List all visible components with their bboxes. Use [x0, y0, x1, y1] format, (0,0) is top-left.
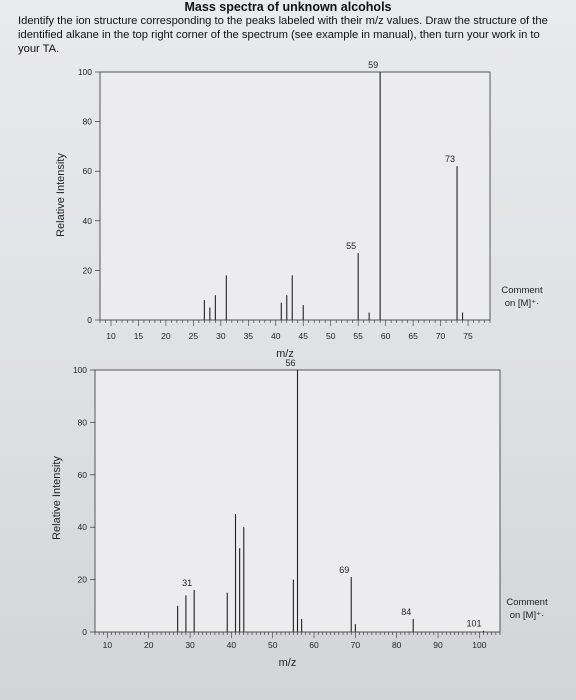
- x-axis-label: m/z: [279, 657, 297, 669]
- peak-label: 31: [182, 578, 192, 588]
- y-tick-label: 20: [78, 575, 88, 585]
- peak-label: 73: [445, 154, 455, 164]
- x-tick-label: 70: [351, 640, 361, 650]
- x-tick-label: 75: [463, 331, 473, 341]
- y-tick-label: 100: [78, 67, 92, 77]
- x-tick-label: 10: [106, 331, 116, 341]
- x-tick-label: 60: [381, 331, 391, 341]
- x-tick-label: 60: [309, 640, 319, 650]
- peak-label: 55: [346, 241, 356, 251]
- plot-frame: [94, 369, 501, 633]
- peak-label: 59: [368, 60, 378, 70]
- x-tick-label: 90: [433, 640, 443, 650]
- x-tick-label: 25: [189, 331, 199, 341]
- x-tick-label: 10: [103, 640, 113, 650]
- x-tick-label: 40: [271, 331, 281, 341]
- y-tick-label: 0: [82, 627, 87, 637]
- comment-label: on [M]⁺·: [505, 298, 540, 309]
- peak-label: 56: [285, 358, 295, 368]
- x-tick-label: 100: [472, 640, 486, 650]
- y-tick-label: 60: [83, 166, 93, 176]
- x-tick-label: 30: [216, 331, 226, 341]
- y-axis-label: Relative Intensity: [55, 153, 67, 237]
- x-tick-label: 35: [244, 331, 254, 341]
- x-tick-label: 40: [227, 640, 237, 650]
- y-tick-label: 40: [83, 216, 93, 226]
- y-tick-label: 80: [83, 117, 93, 127]
- x-tick-label: 15: [134, 331, 144, 341]
- page-title: Mass spectra of unknown alcohols: [184, 0, 392, 14]
- y-tick-label: 0: [87, 315, 92, 325]
- x-tick-label: 55: [353, 331, 363, 341]
- x-tick-label: 80: [392, 640, 402, 650]
- x-tick-label: 50: [326, 331, 336, 341]
- page-header: Mass spectra of unknown alcohols: [0, 0, 576, 14]
- y-tick-label: 80: [78, 417, 88, 427]
- comment-label: Comment: [501, 285, 543, 296]
- comment-label: on [M]⁺·: [510, 610, 545, 621]
- x-axis-label: m/z: [276, 348, 294, 360]
- x-tick-label: 45: [299, 331, 309, 341]
- peak-label: 69: [339, 565, 349, 575]
- x-tick-label: 20: [144, 640, 154, 650]
- x-tick-label: 70: [436, 331, 446, 341]
- x-tick-label: 20: [161, 331, 171, 341]
- x-tick-label: 65: [408, 331, 418, 341]
- instructions-text: Identify the ion structure corresponding…: [18, 15, 548, 55]
- y-tick-label: 100: [73, 365, 87, 375]
- x-tick-label: 50: [268, 640, 278, 650]
- y-tick-label: 20: [83, 265, 93, 275]
- y-tick-label: 40: [78, 522, 88, 532]
- y-tick-label: 60: [78, 470, 88, 480]
- plot-frame: [99, 71, 491, 321]
- x-tick-label: 30: [185, 640, 195, 650]
- peak-label: 84: [401, 607, 411, 617]
- comment-label: Comment: [506, 597, 548, 608]
- y-axis-label: Relative Intensity: [51, 456, 63, 540]
- peak-label: 101: [466, 619, 481, 629]
